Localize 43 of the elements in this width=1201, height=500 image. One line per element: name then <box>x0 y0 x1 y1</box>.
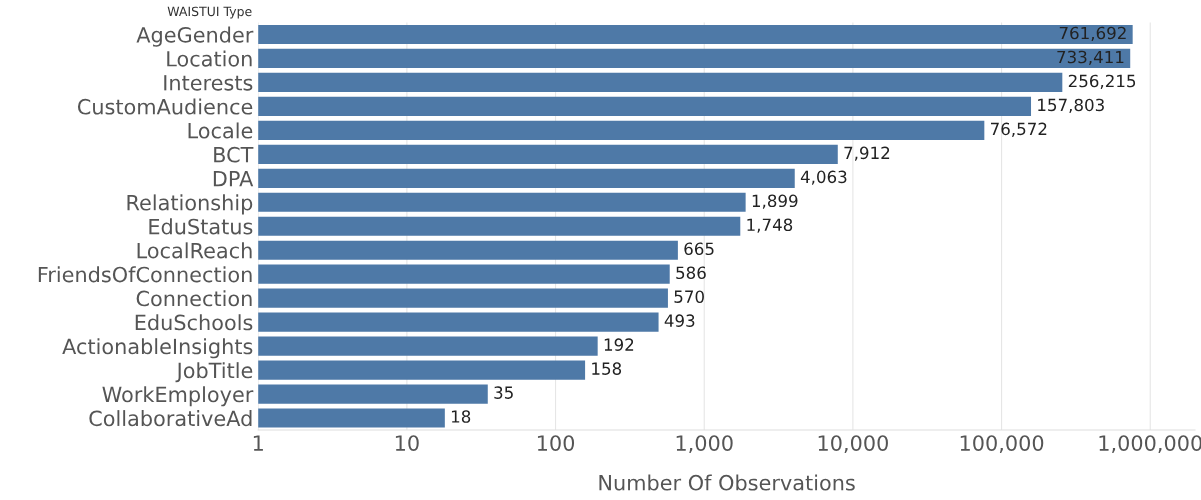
y-tick-label: EduSchools <box>135 314 253 331</box>
x-tick-label: 100 <box>537 435 575 451</box>
data-label: 1,899 <box>752 194 798 209</box>
y-tick-label: EduStatus <box>149 218 253 235</box>
data-label: 570 <box>674 290 704 303</box>
y-tick-label: Relationship <box>127 194 253 215</box>
y-tick-label: JobTitle <box>175 362 253 383</box>
y-tick-label: BCT <box>214 146 254 163</box>
x-tick-label: 1,000 <box>676 435 733 454</box>
data-label: 18 <box>451 410 471 423</box>
data-label: 1,748 <box>747 218 793 233</box>
y-tick-label: FriendsOfConnection <box>38 266 252 283</box>
x-tick-label: 1 <box>253 435 263 451</box>
data-label: 192 <box>604 338 634 351</box>
y-tick-label: Interests <box>164 75 253 91</box>
y-tick-label: ActionableInsights <box>62 338 253 359</box>
data-label: 586 <box>676 266 706 280</box>
data-label: 665 <box>684 242 714 256</box>
x-tick-label: 10,000 <box>818 435 888 454</box>
data-label: 157,803 <box>1038 98 1104 113</box>
x-tick-label: 1,000,000 <box>1099 435 1201 454</box>
data-label: 158 <box>592 362 622 375</box>
y-tick-label: CollaborativeAd <box>89 410 252 427</box>
data-label: 4,063 <box>800 170 847 185</box>
data-label: 7,912 <box>844 146 890 161</box>
y-tick-label: WorkEmployer <box>102 386 254 407</box>
y-tick-label: DPA <box>213 171 254 187</box>
y-tick-label: CustomAudience <box>77 98 253 115</box>
data-label: 733,411 <box>1057 50 1124 65</box>
y-axis-title: WAISTUI Type <box>167 6 252 19</box>
data-label: 76,572 <box>991 122 1047 137</box>
data-label: 256,215 <box>1068 74 1136 89</box>
y-tick-label: Locale <box>188 122 253 139</box>
data-label: 35 <box>494 386 513 399</box>
y-tick-label: LocalReach <box>137 242 252 259</box>
y-tick-label: AgeGender <box>136 26 254 47</box>
y-tick-label: Location <box>167 50 252 67</box>
data-label: 761,692 <box>1059 26 1126 42</box>
x-axis-title: Number Of Observations <box>599 474 855 491</box>
x-tick-label: 10 <box>395 435 419 451</box>
data-label: 493 <box>664 314 695 327</box>
x-tick-label: 100,000 <box>960 435 1044 454</box>
y-tick-label: Connection <box>136 290 252 307</box>
